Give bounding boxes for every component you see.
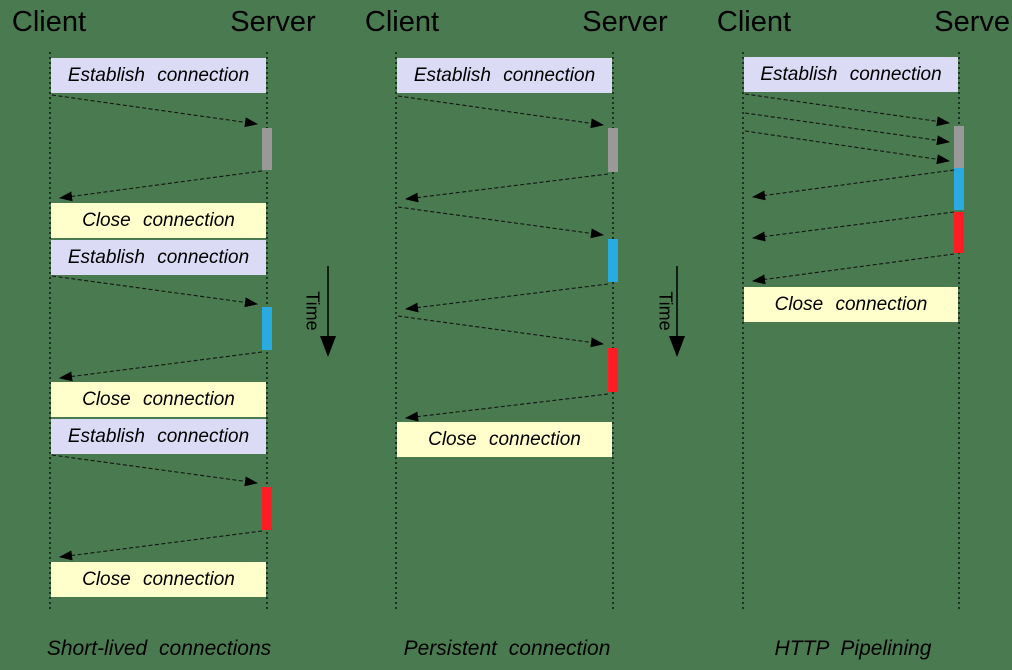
- request-arrow: [744, 112, 951, 146]
- panel2-lifelines: [395, 52, 614, 611]
- panel-caption-persistent: Persistent connection: [403, 637, 611, 660]
- time-label: Time: [302, 291, 323, 331]
- close-connection-box: Close connection: [397, 422, 612, 457]
- server-processing-bar-gray: [608, 128, 618, 172]
- close-connection-box: Close connection: [51, 203, 266, 238]
- time-arrowhead-icon: [669, 336, 685, 357]
- panel2-messages: [397, 95, 609, 422]
- client-heading: Client: [716, 6, 792, 38]
- server-heading: Server: [934, 6, 1012, 38]
- server-processing-bar-blue: [262, 307, 272, 350]
- panel1-processing-bars: [262, 128, 272, 530]
- server-processing-bar-red: [262, 487, 272, 530]
- request-arrow: [51, 454, 259, 487]
- server-processing-bar-gray: [954, 126, 964, 168]
- response-arrow: [404, 393, 609, 422]
- server-processing-bar-red: [954, 212, 964, 253]
- response-arrow: [404, 173, 609, 203]
- time-label: Time: [655, 291, 676, 331]
- time-arrowhead-icon: [320, 336, 336, 357]
- close-connection-box: Close connection: [51, 382, 266, 417]
- establish-connection-box: Establish connection: [51, 240, 266, 275]
- request-arrow: [397, 206, 605, 239]
- request-arrow: [397, 95, 605, 129]
- request-arrow: [397, 315, 605, 348]
- server-processing-bar-blue: [954, 168, 964, 210]
- panel-caption-pipelining: HTTP Pipelining: [774, 637, 932, 660]
- panel1-messages: [51, 94, 263, 561]
- response-arrow: [58, 170, 263, 202]
- panel3-messages: [744, 93, 955, 285]
- panel1-lifelines: [49, 52, 268, 611]
- server-heading: Server: [230, 6, 316, 38]
- request-arrow: [51, 94, 259, 128]
- close-connection-box: Close connection: [744, 287, 958, 322]
- server-heading: Server: [582, 6, 668, 38]
- response-arrow: [751, 169, 955, 201]
- request-arrow: [51, 275, 259, 308]
- response-arrow: [751, 211, 955, 242]
- establish-connection-box: Establish connection: [397, 58, 612, 93]
- time-arrow-2: [669, 266, 685, 357]
- panel-caption-short-lived: Short-lived connections: [46, 637, 272, 660]
- panel3-processing-bars: [954, 126, 964, 253]
- client-heading: Client: [11, 6, 87, 38]
- client-heading: Client: [364, 6, 440, 38]
- establish-connection-box: Establish connection: [51, 58, 266, 93]
- establish-connection-box: Establish connection: [744, 57, 958, 92]
- time-arrow-1: [320, 266, 336, 357]
- close-connection-box: Close connection: [51, 562, 266, 597]
- establish-connection-box: Establish connection: [51, 419, 266, 454]
- server-processing-bar-red: [608, 348, 618, 392]
- request-arrow: [744, 93, 951, 127]
- request-arrow: [744, 130, 951, 165]
- response-arrow: [58, 351, 263, 382]
- response-arrow: [58, 530, 263, 561]
- panel2-processing-bars: [608, 128, 618, 392]
- server-processing-bar-blue: [608, 239, 618, 282]
- server-processing-bar-gray: [262, 128, 272, 170]
- panel3-lifelines: [742, 52, 960, 611]
- response-arrow: [404, 283, 609, 313]
- response-arrow: [751, 253, 955, 285]
